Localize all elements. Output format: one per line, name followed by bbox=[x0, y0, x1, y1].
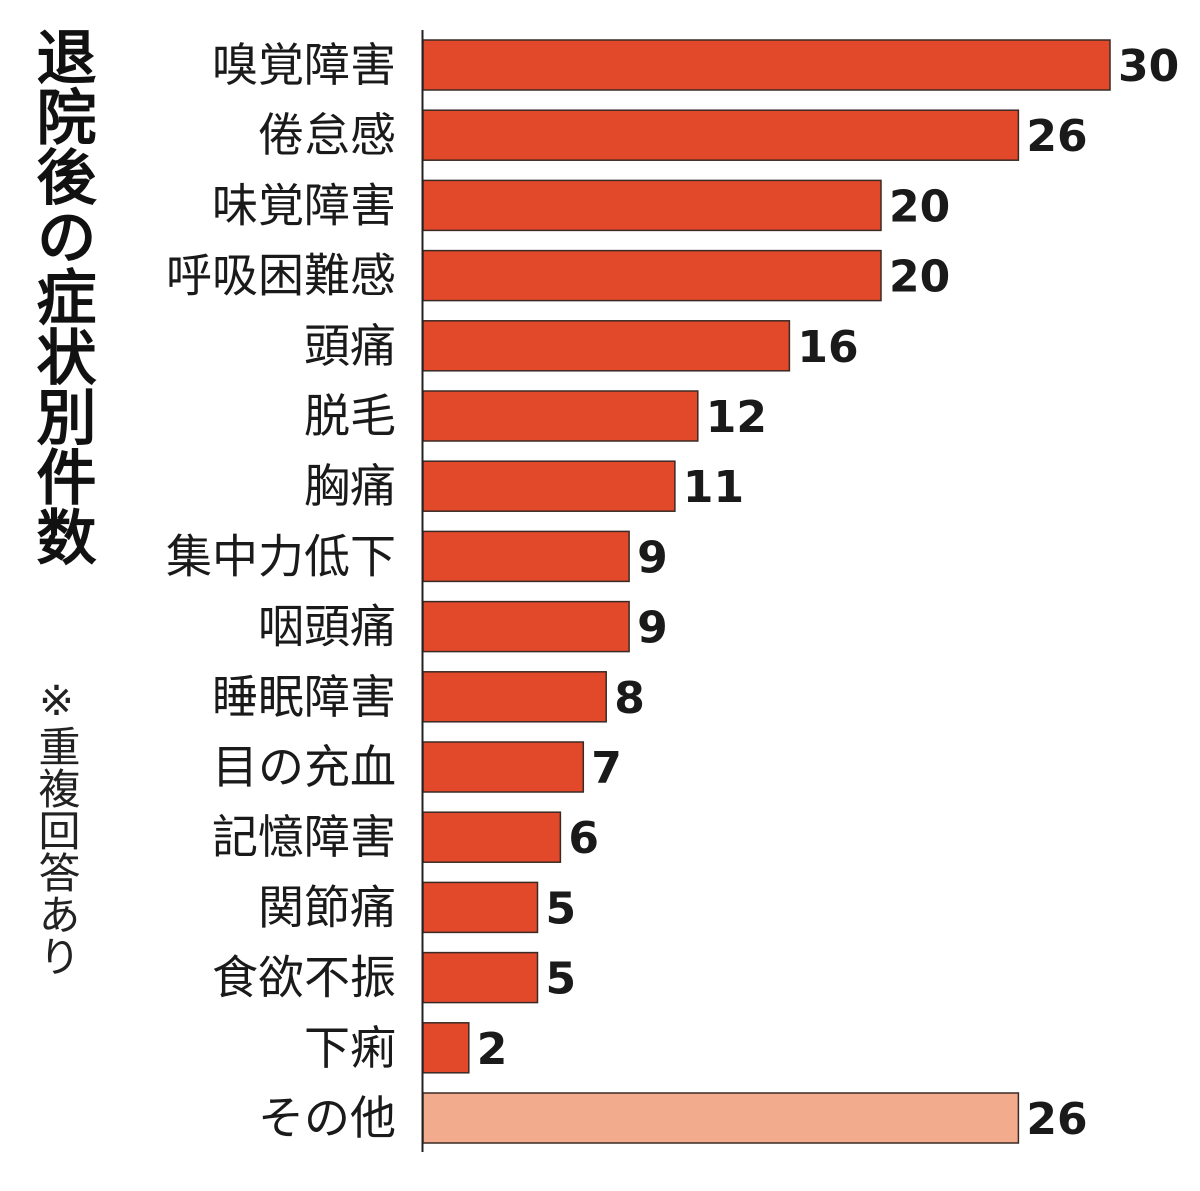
category-label-8: 集中力低下 bbox=[166, 529, 396, 583]
value-label-11: 7 bbox=[591, 743, 622, 794]
value-label-5: 16 bbox=[797, 322, 858, 373]
category-label-3: 味覚障害 bbox=[212, 178, 396, 232]
bar-10 bbox=[422, 671, 607, 723]
bar-15 bbox=[422, 1022, 470, 1074]
value-label-8: 9 bbox=[637, 532, 668, 583]
bar-1 bbox=[422, 39, 1111, 91]
category-label-16: その他 bbox=[258, 1091, 396, 1145]
value-label-10: 8 bbox=[614, 673, 645, 724]
chart-note: ※重複回答あり bbox=[32, 676, 81, 977]
category-label-2: 倦怠感 bbox=[258, 108, 396, 162]
value-label-9: 9 bbox=[637, 603, 668, 654]
value-label-6: 12 bbox=[706, 392, 767, 443]
chart-title: 退院後の症状別件数 bbox=[26, 26, 96, 566]
bar-7 bbox=[422, 460, 676, 512]
value-label-16: 26 bbox=[1026, 1094, 1087, 1145]
category-label-1: 嗅覚障害 bbox=[212, 38, 396, 92]
bar-4 bbox=[422, 249, 882, 302]
value-label-15: 2 bbox=[477, 1024, 508, 1075]
value-label-13: 5 bbox=[546, 883, 577, 934]
value-label-4: 20 bbox=[889, 252, 950, 303]
bar-9 bbox=[422, 600, 630, 653]
bar-13 bbox=[422, 881, 539, 934]
category-label-11: 目の充血 bbox=[212, 740, 396, 794]
bar-16 bbox=[422, 1092, 1020, 1144]
bar-3 bbox=[422, 179, 882, 232]
category-label-10: 睡眠障害 bbox=[212, 670, 396, 724]
bar-11 bbox=[422, 741, 585, 793]
bar-8 bbox=[422, 530, 630, 583]
category-label-5: 頭痛 bbox=[304, 319, 396, 373]
bar-5 bbox=[422, 320, 791, 372]
category-label-9: 咽頭痛 bbox=[258, 600, 396, 654]
value-label-7: 11 bbox=[683, 462, 744, 513]
bar-12 bbox=[422, 811, 562, 863]
category-label-12: 記憶障害 bbox=[212, 810, 396, 864]
category-label-14: 食欲不振 bbox=[212, 951, 396, 1005]
value-label-2: 26 bbox=[1026, 111, 1087, 162]
bar-14 bbox=[422, 951, 539, 1004]
value-label-3: 20 bbox=[889, 181, 950, 232]
category-label-15: 下痢 bbox=[304, 1021, 396, 1075]
category-label-4: 呼吸困難感 bbox=[166, 249, 396, 303]
value-label-1: 30 bbox=[1118, 41, 1179, 92]
category-label-13: 関節痛 bbox=[258, 880, 396, 934]
value-label-12: 6 bbox=[568, 813, 599, 864]
bar-6 bbox=[422, 390, 699, 442]
category-label-6: 脱毛 bbox=[304, 389, 396, 443]
value-label-14: 5 bbox=[546, 954, 577, 1005]
category-label-7: 胸痛 bbox=[304, 459, 396, 513]
bar-2 bbox=[422, 109, 1020, 161]
